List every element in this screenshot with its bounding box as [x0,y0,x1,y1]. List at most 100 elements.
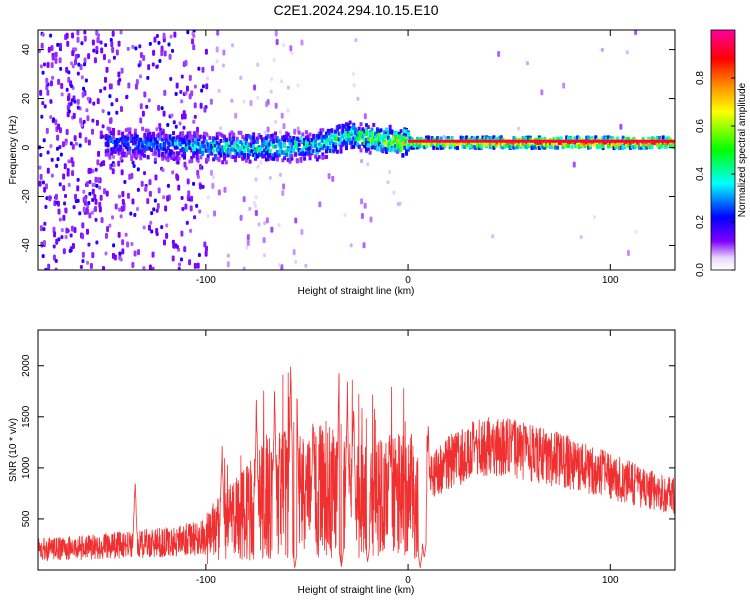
heat-cell-noise [111,168,115,175]
heat-cell-ridge [388,138,392,143]
heat-cell-noise [56,42,60,47]
heat-cell-ridge [162,143,166,148]
heat-cell-ridge [641,137,645,142]
heat-cell-ridge [173,141,177,146]
heat-cell-ridge [230,137,234,142]
heat-cell-noise [65,32,69,39]
heat-cell-ridge [472,141,476,146]
heat-cell-ridge [474,145,478,150]
heat-cell-noise [57,208,61,215]
heat-cell-noise [39,173,43,180]
heat-cell-ridge [548,145,552,150]
heat-cell-ridge [139,145,143,150]
heat-cell-ridge [159,143,163,148]
heat-cell-ridge [164,134,168,139]
heat-cell-ridge [128,146,132,151]
heat-cell-ridge [135,149,139,154]
heat-cell-ridge [661,135,665,140]
heat-cell-noise [392,190,396,195]
heat-cell-ridge [112,128,116,133]
heat-cell-ridge [408,143,412,148]
heat-cell-noise [78,211,82,216]
heat-cell-noise [135,207,139,212]
heat-cell-noise [252,201,256,206]
heat-cell-ridge [315,150,319,155]
heat-cell-ridge [326,131,330,136]
heat-cell-ridge [496,136,500,141]
heat-cell-ridge [485,142,489,147]
heat-cell-noise [55,163,59,168]
heat-cell-ridge [372,135,376,140]
heat-cell-ridge [281,135,285,140]
heat-cell-ridge [166,145,170,150]
heat-cell-ridge [250,135,254,140]
heat-cell-noise [73,99,77,104]
heat-cell-noise [104,43,108,48]
heat-cell-noise [619,123,623,130]
heat-cell-noise [119,156,123,161]
heat-cell-ridge [603,135,607,140]
heat-cell-ridge [370,127,374,132]
heat-cell-ridge [403,129,407,134]
heat-cell-ridge [554,145,558,150]
heat-cell-noise [199,183,203,190]
heat-cell-noise [198,209,202,214]
heat-cell-ridge [537,137,541,142]
heat-cell-ridge [268,152,272,157]
heat-cell-ridge [374,142,378,147]
heat-cell-ridge [501,145,505,150]
heat-cell-ridge [272,156,276,161]
heat-cell-ridge [364,123,368,128]
heat-cell-ridge [192,151,196,156]
heat-cell-ridge [652,137,656,142]
heat-cell-ridge [246,142,250,147]
heat-cell-ridge [403,139,407,144]
heat-cell-ridge [512,141,516,146]
heat-cell-ridge [241,134,245,139]
heat-cell-ridge [412,145,416,150]
heat-cell-noise [129,211,133,216]
heat-cell-ridge [388,124,392,129]
heat-cell-ridge [352,144,356,149]
heat-cell-noise [196,262,200,269]
heat-cell-noise [71,50,75,57]
heat-cell-ridge [556,136,560,141]
heat-cell-noise [98,185,102,190]
heat-cell-noise [222,49,226,56]
heat-cell-noise [242,196,246,203]
heat-cell-noise [147,224,151,231]
heat-cell-noise [40,42,44,49]
heat-cell-ridge [104,152,108,157]
heat-cell-ridge [459,141,463,146]
heat-cell-ridge [130,156,134,161]
heat-cell-ridge [248,134,252,139]
heat-cell-noise [119,214,123,219]
heat-cell-noise [249,100,253,107]
heat-cell-ridge [106,126,110,131]
heat-cell-ridge [477,145,481,150]
heat-cell-noise [289,45,293,52]
heat-cell-ridge [608,140,612,145]
heat-cell-noise [292,249,296,256]
heat-cell-ridge [152,139,156,144]
heat-cell-noise [99,162,103,167]
heat-cell-ridge [497,137,501,142]
heat-cell-noise [71,170,75,177]
heat-cell-ridge [146,143,150,148]
heat-cell-ridge [237,147,241,152]
heat-cell-ridge [270,155,274,160]
heat-cell-noise [73,135,77,142]
heat-cell-ridge [405,132,409,137]
heat-cell-ridge [181,147,185,152]
heat-cell-noise [107,111,111,116]
heat-cell-ridge [357,144,361,149]
heat-cell-ridge [401,135,405,140]
heat-cell-ridge [672,141,675,146]
heat-cell-ridge [141,126,145,131]
heat-cell-ridge [576,142,580,147]
heat-cell-ridge [115,138,119,143]
heat-cell-ridge [124,145,128,150]
heat-cell-ridge [403,135,407,140]
heat-cell-ridge [226,153,230,158]
heat-cell-ridge [552,142,556,147]
